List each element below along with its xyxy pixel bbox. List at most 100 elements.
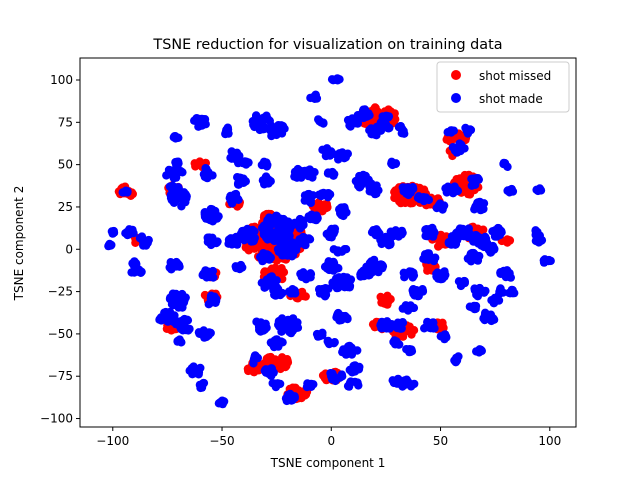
plot-frame (79, 57, 577, 428)
shot-made-point (383, 123, 392, 133)
shot-made-point (205, 215, 215, 225)
shot-made-point (343, 381, 353, 391)
shot-made-point (455, 225, 464, 235)
shot-made-point (208, 266, 218, 276)
shot-made-point (201, 266, 210, 275)
shot-made-point (259, 113, 268, 123)
shot-missed-point (479, 225, 488, 234)
chart-title: TSNE reduction for visualization on trai… (152, 37, 502, 53)
shot-made-point (460, 277, 469, 286)
shot-made-point (136, 268, 145, 277)
shot-made-point (330, 338, 339, 347)
shot-made-point (307, 379, 316, 389)
plot-area (104, 74, 555, 409)
shot-made-point (274, 285, 283, 294)
shot-made-point (324, 150, 333, 159)
shot-made-point (472, 290, 481, 299)
shot-made-point (171, 134, 180, 143)
shot-made-point (262, 158, 271, 167)
shot-made-point (281, 216, 290, 225)
shot-made-point (308, 173, 317, 182)
shot-missed-point (299, 291, 308, 301)
y-tick-label: −50 (48, 327, 73, 341)
shot-made-point (353, 346, 362, 355)
y-tick-label: 75 (58, 115, 73, 129)
shot-made-point (356, 270, 365, 279)
shot-made-point (507, 184, 516, 194)
shot-made-point (183, 315, 192, 324)
shot-made-point (479, 288, 489, 297)
shot-made-point (316, 117, 325, 126)
shot-made-point (275, 379, 285, 389)
shot-made-point (300, 166, 309, 176)
shot-made-point (469, 301, 479, 311)
y-tick-label: 50 (58, 158, 73, 172)
shot-made-point (466, 125, 476, 135)
shot-missed-point (460, 172, 469, 181)
shot-made-point (123, 230, 132, 240)
shot-made-point (105, 239, 114, 249)
shot-made-point (240, 236, 249, 245)
shot-made-point (171, 289, 181, 299)
shot-made-point (440, 330, 449, 339)
shot-made-point (202, 164, 211, 173)
shot-made-point (139, 236, 148, 246)
shot-made-point (457, 140, 466, 149)
shot-made-point (204, 328, 214, 337)
shot-missed-point (384, 296, 393, 306)
shot-made-point (441, 270, 450, 280)
shot-made-point (496, 268, 505, 278)
shot-made-point (194, 328, 204, 337)
shot-made-point (315, 331, 324, 341)
shot-made-point (498, 288, 508, 297)
shot-missed-point (281, 360, 290, 369)
shot-made-point (340, 280, 349, 290)
shot-missed-point (242, 243, 251, 253)
shot-made-point (407, 267, 416, 276)
shot-made-point (499, 159, 509, 168)
shot-made-point (288, 326, 297, 336)
shot-missed-point (274, 358, 283, 367)
shot-made-point (328, 278, 337, 287)
y-tick-label: −25 (48, 285, 73, 299)
shot-made-point (250, 234, 259, 243)
shot-made-point (341, 153, 350, 162)
shot-made-point (155, 315, 164, 324)
shot-made-point (337, 370, 346, 379)
y-axis-label: TSNE component 2 (12, 186, 26, 302)
shot-made-point (167, 195, 176, 205)
legend-box (436, 61, 570, 113)
shot-made-point (267, 364, 276, 373)
shot-made-point (418, 286, 427, 295)
x-tick-label: 50 (433, 434, 448, 448)
shot-made-point (207, 235, 216, 244)
shot-made-point (272, 276, 281, 285)
shot-made-point (179, 298, 189, 307)
shot-made-point (275, 122, 284, 131)
x-tick-label: −100 (96, 434, 129, 448)
shot-made-point (276, 238, 285, 248)
shot-missed-point (505, 236, 515, 245)
x-axis-label: TSNE component 1 (270, 456, 386, 470)
shot-made-point (389, 231, 398, 241)
shot-missed-point (266, 352, 275, 362)
shot-made-point (227, 237, 236, 246)
shot-made-point (197, 380, 207, 389)
shot-made-point (413, 193, 423, 202)
shot-made-point (399, 379, 408, 389)
shot-made-point (534, 234, 544, 243)
legend-marker-shot-missed (451, 70, 461, 80)
shot-made-point (200, 208, 209, 217)
shot-made-point (365, 126, 374, 135)
legend-label-shot-missed: shot missed (479, 69, 551, 83)
shot-made-point (239, 178, 248, 187)
shot-missed-point (263, 241, 272, 250)
shot-made-point (231, 262, 240, 271)
shot-made-point (400, 183, 409, 192)
shot-made-point (343, 313, 352, 323)
shot-made-point (342, 273, 352, 282)
shot-made-point (290, 286, 299, 295)
shot-made-point (167, 300, 177, 309)
shot-missed-point (395, 197, 404, 206)
x-axis-ticks: −100 −50 0 50 100 (96, 427, 561, 448)
